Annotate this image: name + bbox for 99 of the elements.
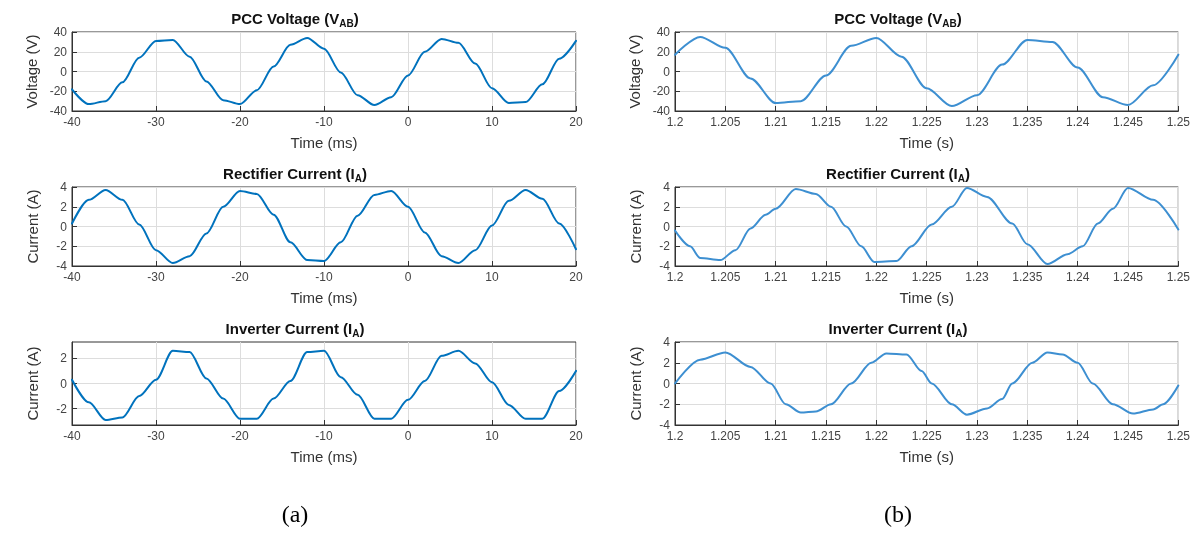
- x-tick-label: 1.225: [911, 115, 942, 129]
- y-tick-label: 2: [663, 199, 671, 214]
- y-tick-label: 0: [663, 64, 671, 79]
- x-tick-label: 1.245: [1112, 115, 1144, 129]
- x-tick-label: 1.21: [763, 115, 788, 129]
- x-tick-label: 1.25: [1166, 429, 1191, 443]
- x-tick-label: 1.225: [911, 270, 942, 284]
- y-tick-label: -4: [659, 259, 671, 273]
- y-tick-label: -20: [652, 84, 671, 99]
- x-tick-label: 1.22: [864, 270, 889, 284]
- x-tick-label: 0: [404, 429, 412, 443]
- text: (a): [281, 501, 309, 527]
- line-series: [71, 349, 577, 421]
- x-tick-label: 1.24: [1065, 115, 1090, 129]
- x-tick-label: 1.22: [864, 115, 889, 129]
- y-tick-label: -20: [49, 84, 68, 99]
- y-tick-label: 0: [60, 219, 68, 234]
- x-tick-label: 1.25: [1166, 115, 1191, 129]
- y-tick-label: 0: [663, 376, 671, 391]
- x-axis-title: Time (ms): [290, 448, 358, 465]
- y-tick-label: 4: [663, 180, 671, 194]
- y-tick-label: 0: [60, 64, 68, 79]
- x-tick-label: -20: [231, 115, 249, 129]
- x-tick-label: 1.205: [710, 429, 741, 443]
- x-tick-label: 10: [485, 270, 499, 284]
- y-tick-label: 20: [656, 44, 671, 59]
- y-tick-label: -2: [659, 397, 671, 412]
- x-tick-label: 1.215: [810, 270, 842, 284]
- y-axis-title: Current (A): [627, 346, 644, 421]
- x-tick-label: 1.245: [1112, 429, 1144, 443]
- y-axis-title: Current (A): [24, 189, 41, 264]
- x-tick-label: 1.235: [1012, 115, 1043, 129]
- x-axis-title: Time (s): [899, 448, 954, 465]
- x-tick-label: -30: [147, 270, 165, 284]
- y-tick-label: -4: [56, 259, 68, 273]
- x-tick-label: 1.23: [965, 429, 989, 443]
- y-axis-title: Voltage (V): [22, 34, 40, 109]
- x-tick-label: 1.25: [1166, 270, 1191, 284]
- x-tick-label: 1.21: [763, 270, 788, 284]
- x-tick-label: 1.235: [1012, 429, 1043, 443]
- x-axis-title: Time (s): [899, 289, 954, 306]
- y-tick-label: -2: [56, 401, 68, 416]
- x-tick-label: 1.225: [911, 429, 942, 443]
- x-tick-label: 20: [569, 115, 583, 129]
- y-axis-title: Current (A): [627, 189, 644, 264]
- y-tick-label: -2: [659, 239, 671, 254]
- text: (b): [884, 501, 912, 527]
- y-tick-label: 40: [656, 25, 671, 39]
- x-tick-label: -30: [147, 115, 165, 129]
- y-tick-label: -40: [652, 104, 671, 118]
- x-tick-label: 1.2: [666, 429, 684, 443]
- x-tick-label: 1.245: [1112, 270, 1144, 284]
- y-axis-title: Current (A): [24, 346, 41, 421]
- y-tick-label: 4: [663, 335, 671, 349]
- x-tick-label: 1.21: [763, 429, 788, 443]
- y-tick-label: 2: [60, 199, 68, 214]
- y-axis-title: Voltage (V): [625, 34, 643, 109]
- x-tick-label: 1.23: [965, 270, 989, 284]
- x-tick-label: -10: [315, 429, 333, 443]
- x-tick-label: 20: [569, 429, 583, 443]
- line-series: [71, 36, 577, 107]
- y-tick-label: -2: [56, 239, 68, 254]
- x-tick-label: 1.24: [1065, 270, 1090, 284]
- x-tick-label: 1.22: [864, 429, 889, 443]
- x-axis-title: Time (ms): [290, 134, 358, 151]
- x-tick-label: 10: [485, 115, 499, 129]
- x-tick-label: 1.215: [810, 115, 842, 129]
- x-tick-label: 1.235: [1012, 270, 1043, 284]
- x-tick-label: 1.215: [810, 429, 842, 443]
- line-series: [674, 351, 1180, 416]
- line-series: [674, 35, 1180, 108]
- x-tick-label: 0: [404, 270, 412, 284]
- y-tick-label: 2: [663, 355, 671, 370]
- x-axis-title: Time (s): [899, 134, 954, 151]
- x-tick-label: 1.205: [710, 270, 741, 284]
- x-tick-label: 1.2: [666, 270, 684, 284]
- y-tick-label: 0: [663, 219, 671, 234]
- y-tick-label: 2: [60, 351, 68, 366]
- x-tick-label: 1.24: [1065, 429, 1090, 443]
- y-tick-label: -40: [49, 104, 68, 118]
- x-tick-label: 10: [485, 429, 499, 443]
- x-tick-label: -10: [315, 115, 333, 129]
- y-tick-label: 4: [60, 180, 68, 194]
- line-series: [674, 186, 1180, 266]
- x-tick-label: -20: [231, 429, 249, 443]
- x-tick-label: 0: [404, 115, 412, 129]
- x-tick-label: -30: [147, 429, 165, 443]
- y-tick-label: 20: [53, 44, 68, 59]
- x-axis-title: Time (ms): [290, 289, 358, 306]
- y-tick-label: -4: [659, 418, 671, 432]
- x-tick-label: -10: [315, 270, 333, 284]
- x-tick-label: 20: [569, 270, 583, 284]
- x-tick-label: -20: [231, 270, 249, 284]
- y-tick-label: 0: [60, 376, 68, 391]
- line-series: [71, 188, 577, 265]
- x-tick-label: 1.23: [965, 115, 989, 129]
- y-tick-label: 40: [53, 25, 68, 39]
- x-tick-label: 1.205: [710, 115, 741, 129]
- x-tick-label: 1.2: [666, 115, 684, 129]
